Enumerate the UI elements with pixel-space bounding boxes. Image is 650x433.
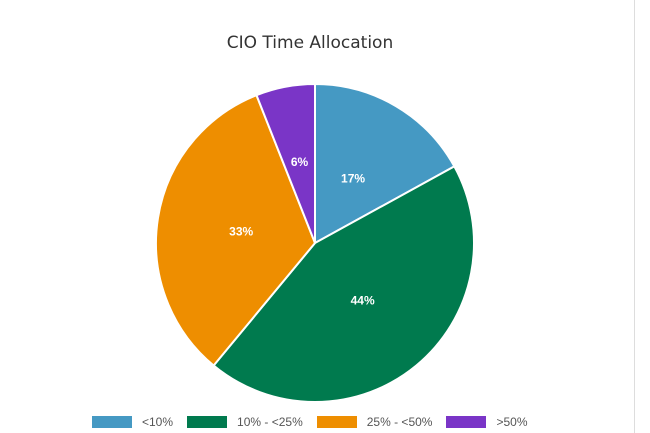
slice-label-2: 33% bbox=[229, 224, 253, 238]
slice-label-3: 6% bbox=[291, 155, 309, 169]
legend: <10% 10% - <25% 25% - <50% >50% bbox=[92, 414, 542, 430]
pie-slice-1[interactable] bbox=[212, 165, 475, 403]
legend-item-gt50[interactable]: >50% bbox=[446, 415, 528, 429]
chart-title: CIO Time Allocation bbox=[226, 33, 394, 53]
legend-label: 10% - <25% bbox=[237, 415, 303, 429]
pie-slice-0[interactable] bbox=[314, 82, 456, 245]
legend-label: 25% - <50% bbox=[366, 415, 433, 429]
slice-label-1: 44% bbox=[351, 294, 375, 308]
legend-swatch bbox=[187, 416, 228, 428]
legend-label: <10% bbox=[142, 415, 174, 429]
legend-swatch bbox=[316, 416, 357, 428]
legend-item-lt10[interactable]: <10% bbox=[92, 415, 173, 429]
pie-slice-3[interactable] bbox=[255, 82, 316, 244]
legend-item-25-50[interactable]: 25% - <50% bbox=[316, 415, 433, 429]
frame-edge bbox=[634, 0, 635, 433]
legend-label: >50% bbox=[496, 415, 528, 429]
pie-slice-2[interactable] bbox=[155, 93, 317, 367]
legend-swatch bbox=[92, 416, 132, 428]
slice-label-0: 17% bbox=[341, 172, 365, 186]
legend-swatch bbox=[446, 416, 487, 428]
legend-item-10-25[interactable]: 10% - <25% bbox=[187, 415, 303, 429]
